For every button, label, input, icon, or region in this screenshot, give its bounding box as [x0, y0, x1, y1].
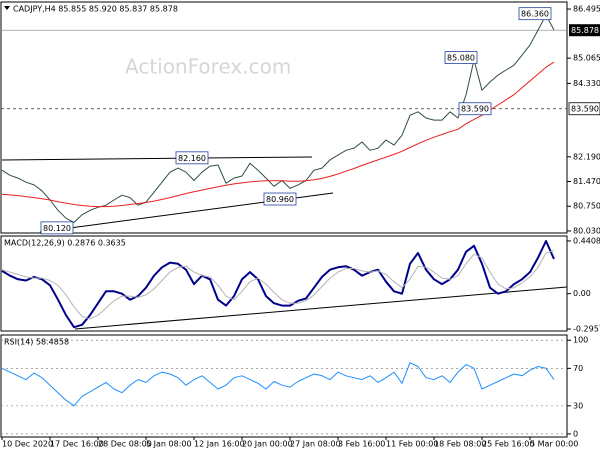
y-tick-label: 30 — [573, 401, 583, 410]
y-tick-label: 0 — [573, 429, 578, 438]
y-tick-label: 100 — [573, 336, 588, 345]
x-tick-label: 12 Jan 16:00 — [194, 440, 245, 449]
annotation-label: 80.960 — [266, 195, 294, 204]
y-tick-label: 85.065 — [573, 54, 600, 63]
last-price-box — [569, 24, 600, 37]
annotation-box — [40, 221, 74, 235]
panel-frame — [0, 235, 568, 332]
x-tick-label: 3 Feb 16:00 — [338, 440, 385, 449]
panel-title: MACD(12,26,9) 0.2876 0.3635 — [4, 239, 126, 248]
panel-frame — [0, 1, 568, 234]
y-tick-label: 0.00 — [573, 289, 591, 298]
trendline — [1, 156, 313, 161]
last-price-label: 85.878 — [571, 26, 599, 35]
series-line — [1, 240, 555, 329]
x-tick-label: 5 Jan 08:00 — [146, 440, 192, 449]
annotation-box — [518, 7, 552, 21]
annotation-box — [458, 102, 492, 116]
annotation-label: 82.160 — [178, 154, 206, 163]
x-tick-label: 10 Dec 2020 — [2, 440, 53, 449]
x-tick-label: 20 Jan 00:00 — [242, 440, 293, 449]
y-tick-label: 81.470 — [573, 177, 600, 186]
level-label: 83.590 — [571, 105, 599, 114]
panel-frame — [0, 334, 568, 438]
x-tick-label: 28 Dec 08:00 — [98, 440, 152, 449]
panel-title: RSI(14) 58.4858 — [4, 338, 69, 347]
series-line — [1, 61, 555, 208]
annotation-box — [444, 51, 478, 65]
trendline — [74, 286, 568, 330]
y-tick-label: 70 — [573, 364, 583, 373]
series-line — [1, 362, 555, 407]
x-tick-label: 27 Jan 08:00 — [290, 440, 341, 449]
annotation-label: 80.120 — [43, 224, 71, 233]
panel-title: CADJPY,H4 85.855 85.920 85.837 85.878 — [13, 5, 178, 14]
annotation-box — [175, 151, 209, 165]
annotation-label: 85.080 — [447, 54, 475, 63]
watermark: ActionForex.com — [125, 55, 291, 79]
y-tick-label: 80.030 — [573, 226, 600, 235]
y-tick-label: 84.330 — [573, 79, 600, 88]
x-tick-label: 5 Mar 00:00 — [530, 440, 578, 449]
annotation-label: 83.590 — [461, 105, 489, 114]
x-tick-label: 11 Feb 00:00 — [386, 440, 438, 449]
symbol-icon — [4, 6, 10, 10]
y-tick-label: 82.190 — [573, 152, 600, 161]
x-tick-label: 18 Feb 08:00 — [434, 440, 486, 449]
level-box — [568, 102, 600, 116]
x-tick-label: 17 Dec 16:00 — [50, 440, 104, 449]
y-tick-label: 86.495 — [573, 5, 600, 14]
y-tick-label: 0.4408 — [573, 236, 600, 245]
y-tick-label: -0.2957 — [573, 325, 600, 334]
x-tick-label: 25 Feb 16:00 — [482, 440, 534, 449]
y-tick-label: 80.750 — [573, 202, 600, 211]
annotation-label: 86.360 — [521, 10, 549, 19]
annotation-box — [263, 192, 297, 206]
series-line — [1, 250, 555, 320]
